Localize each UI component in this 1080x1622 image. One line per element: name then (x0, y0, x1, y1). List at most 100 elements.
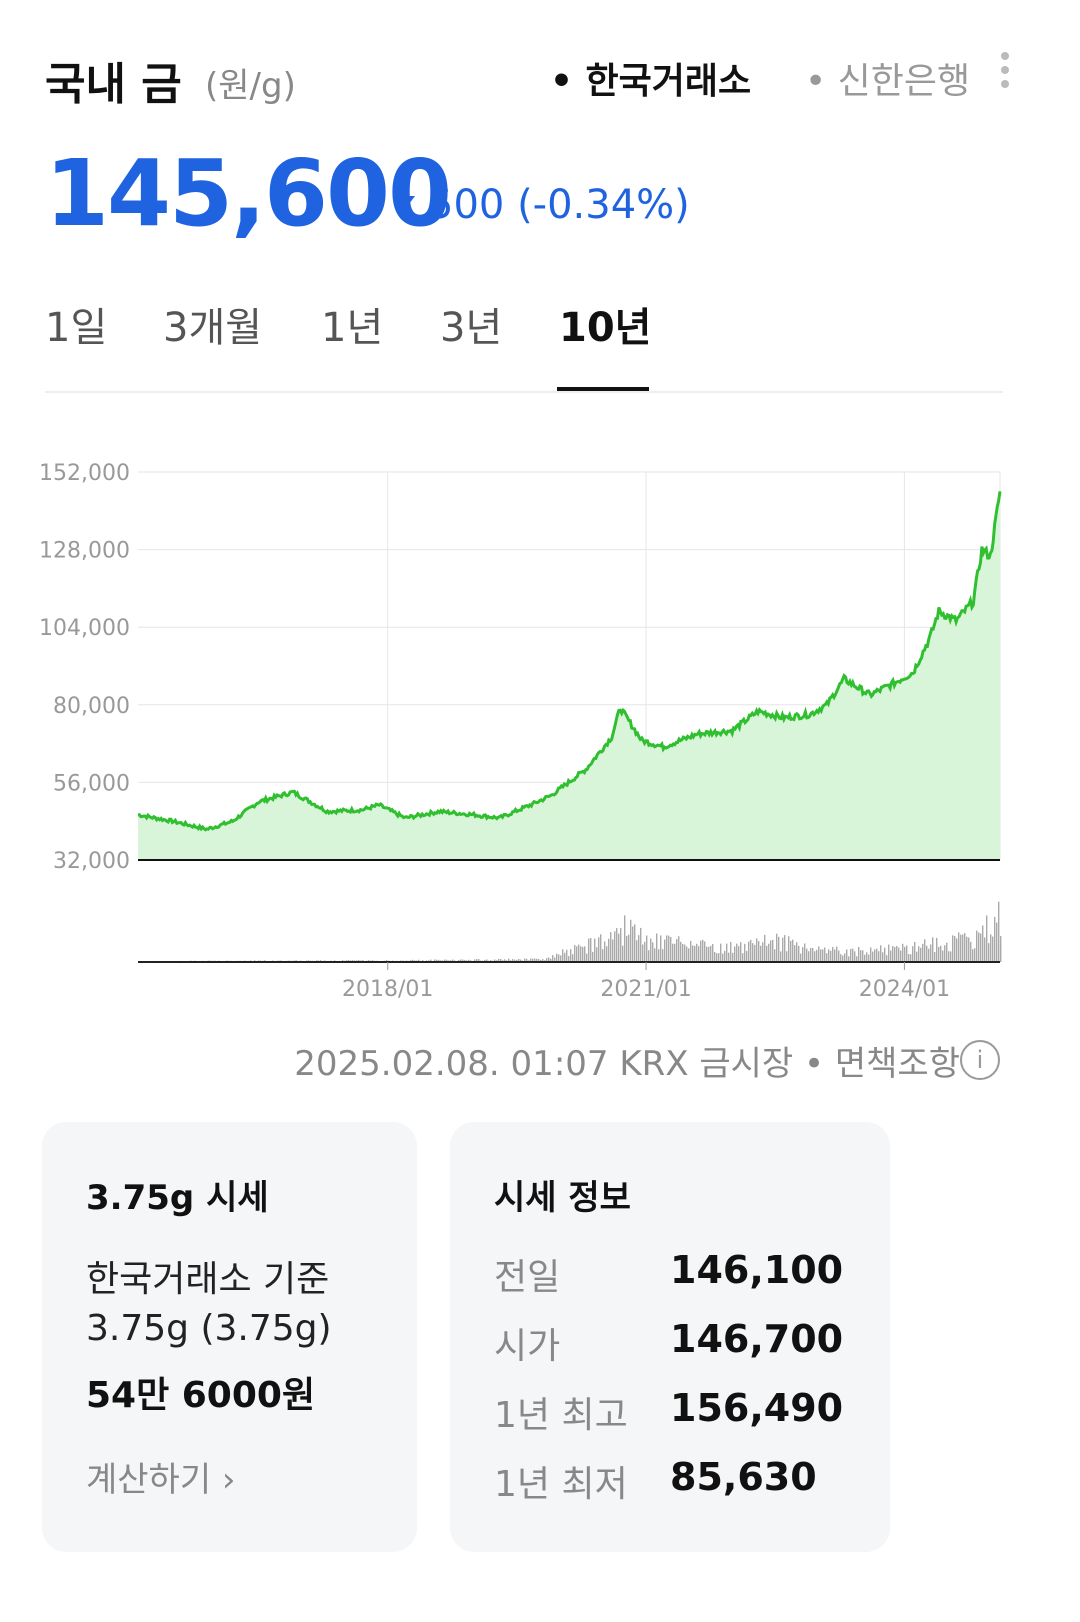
volume-bar (648, 950, 650, 962)
volume-bar (766, 945, 768, 962)
volume-bar (684, 944, 686, 962)
volume-bar (622, 945, 624, 962)
volume-bar (796, 942, 798, 962)
volume-bar (512, 959, 514, 962)
volume-bar (874, 949, 876, 962)
volume-bar (634, 924, 636, 962)
volume-bar (576, 946, 578, 962)
volume-bar (826, 953, 828, 962)
volume-bar (558, 954, 560, 962)
header: 국내 금 (원/g) • 한국거래소 • 신한은행 (45, 48, 1045, 110)
volume-bar (840, 954, 842, 962)
volume-bar (664, 939, 666, 962)
volume-bar (828, 949, 830, 962)
volume-bar (686, 946, 688, 962)
more-vertical-icon[interactable] (995, 48, 1015, 92)
volume-bar (418, 959, 420, 962)
volume-bar (628, 934, 630, 962)
price-area (138, 491, 1000, 860)
volume-bar (636, 940, 638, 962)
volume-bar (856, 956, 858, 962)
price-chart[interactable]: 152,000128,000104,00080,00056,00032,000 … (0, 440, 1080, 1010)
volume-bar (554, 957, 556, 962)
volume-bar (852, 948, 854, 962)
volume-bar (984, 937, 986, 962)
x-tick-label: 2024/01 (859, 977, 950, 1002)
volume-bar (564, 952, 566, 962)
volume-bar (714, 951, 716, 962)
volume-bar (498, 958, 500, 962)
volume-bar (764, 934, 766, 962)
volume-bar (754, 944, 756, 962)
volume-bar (620, 928, 622, 962)
row-label-low: 1년 최저 (494, 1464, 628, 1505)
volume-bar (758, 941, 760, 962)
volume-bar (936, 937, 938, 962)
volume-bar (446, 959, 448, 962)
volume-bar (646, 935, 648, 962)
tab-1-year[interactable]: 1년 (321, 305, 384, 351)
volume-bar (468, 959, 470, 962)
volume-bar (644, 941, 646, 962)
info-icon[interactable]: i (960, 1040, 1000, 1080)
volume-bar (938, 946, 940, 962)
volume-bar (652, 942, 654, 962)
tab-3-month[interactable]: 3개월 (163, 305, 263, 351)
volume-bar (868, 954, 870, 962)
period-tabs: 1일 3개월 1년 3년 10년 (45, 295, 1003, 393)
y-tick-label: 104,000 (39, 616, 130, 641)
volume-bar (776, 933, 778, 962)
volume-bar (690, 940, 692, 962)
volume-bar (556, 953, 558, 962)
volume-bar (992, 936, 994, 962)
volume-bar (592, 951, 594, 962)
tab-10-year[interactable]: 10년 (559, 305, 652, 351)
volume-bar (654, 948, 656, 962)
volume-bar (460, 959, 462, 962)
volume-bar (872, 951, 874, 962)
volume-bar (926, 945, 928, 962)
volume-bar (694, 945, 696, 962)
volume-bar (596, 947, 598, 962)
volume-bar (822, 949, 824, 962)
tab-3-year[interactable]: 3년 (440, 305, 503, 351)
volume-bar (906, 945, 908, 962)
volume-bar (656, 933, 658, 962)
volume-bar (902, 943, 904, 962)
volume-bar (712, 943, 714, 962)
volume-bar (886, 955, 888, 962)
volume-bar (632, 926, 634, 962)
unit-label: (원/g) (205, 66, 296, 106)
volume-bar (910, 954, 912, 962)
volume-bar (882, 952, 884, 962)
source-tab-shinhan[interactable]: • 신한은행 (805, 61, 971, 102)
volume-bar (890, 950, 892, 962)
volume-bar (642, 944, 644, 962)
active-tab-indicator (557, 387, 649, 391)
calculate-link[interactable]: 계산하기 › (86, 1460, 236, 1500)
volume-bar (924, 939, 926, 962)
source-tab-krx[interactable]: • 한국거래소 (550, 61, 752, 102)
volume-bar (602, 949, 604, 962)
volume-bar (750, 939, 752, 962)
tab-1-day[interactable]: 1일 (45, 305, 108, 351)
volume-bar (618, 933, 620, 962)
volume-bar (898, 947, 900, 962)
volume-bar (790, 940, 792, 962)
volume-bar (844, 953, 846, 962)
volume-bar (568, 956, 570, 962)
volume-bar (968, 937, 970, 962)
volume-bar (912, 946, 914, 962)
volume-bar (760, 945, 762, 962)
volume-bar (798, 945, 800, 962)
volume-bar (804, 943, 806, 962)
volume-bar (624, 915, 626, 962)
volume-bar (858, 946, 860, 962)
amount-value: 54만 6000원 (86, 1375, 316, 1416)
volume-bar (430, 959, 432, 962)
volume-bar (958, 932, 960, 962)
volume-bar (706, 946, 708, 962)
volume-bar (594, 938, 596, 962)
volume-bar (616, 928, 618, 962)
volume-bar (734, 946, 736, 962)
